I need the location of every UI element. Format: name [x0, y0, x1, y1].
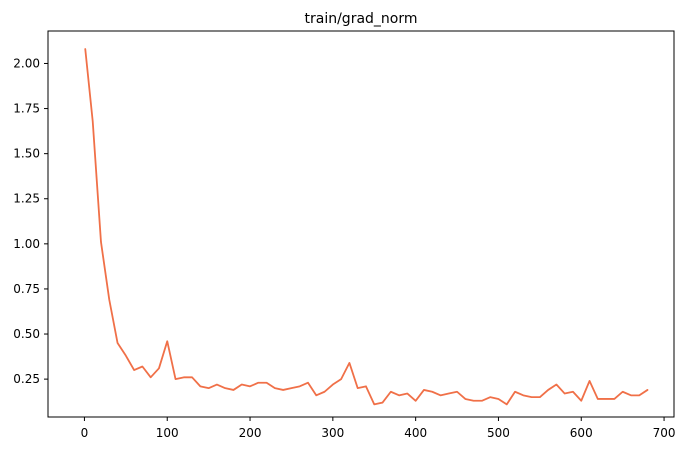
x-tick-label-400: 400: [404, 426, 427, 440]
y-axis: 0.25 0.50 0.75 1.00 1.25 1.50 1.75 2.00: [13, 56, 48, 386]
y-tick-label-0-5: 0.50: [13, 327, 40, 341]
series-line-0: [84, 48, 649, 406]
x-tick-label-600: 600: [570, 426, 593, 440]
y-tick-label-0-25: 0.25: [13, 372, 40, 386]
x-tick-label-500: 500: [487, 426, 510, 440]
y-tick-label-1-5: 1.50: [13, 147, 40, 161]
plot-frame: [47, 30, 675, 418]
y-tick-label-0-75: 0.75: [13, 282, 40, 296]
y-tick-label-1: 1.00: [13, 237, 40, 251]
x-tick-label-300: 300: [321, 426, 344, 440]
y-tick-label-1-75: 1.75: [13, 102, 40, 116]
chart-title: train/grad_norm: [305, 11, 418, 27]
x-tick-label-200: 200: [239, 426, 262, 440]
plot-area: [47, 30, 675, 418]
x-axis: 0 100 200 300 400 500 600 700: [81, 417, 676, 440]
x-tick-label-100: 100: [156, 426, 179, 440]
x-tick-label-0: 0: [81, 426, 89, 440]
y-tick-label-1-25: 1.25: [13, 192, 40, 206]
y-tick-label-2: 2.00: [13, 56, 40, 70]
x-tick-label-700: 700: [653, 426, 676, 440]
